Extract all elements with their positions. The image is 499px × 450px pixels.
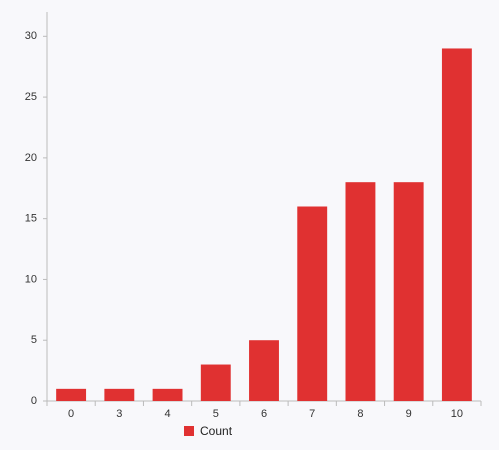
- y-tick-label: 25: [25, 91, 37, 103]
- legend-label: Count: [200, 424, 233, 438]
- x-tick-label: 9: [406, 408, 412, 420]
- bar: [104, 388, 135, 401]
- x-tick-label: 3: [116, 408, 122, 420]
- bar: [56, 388, 87, 401]
- y-tick-label: 20: [25, 152, 37, 164]
- y-tick-label: 30: [25, 30, 37, 42]
- x-tick-label: 5: [213, 408, 219, 420]
- bar: [441, 48, 472, 401]
- x-tick-label: 10: [451, 408, 463, 420]
- y-tick-label: 5: [31, 334, 37, 346]
- y-tick-label: 10: [25, 273, 37, 285]
- bar: [200, 364, 231, 401]
- bar: [393, 182, 424, 401]
- x-tick-label: 7: [309, 408, 315, 420]
- x-tick-label: 6: [261, 408, 267, 420]
- legend-swatch: [184, 426, 194, 436]
- x-tick-label: 8: [357, 408, 363, 420]
- bar: [345, 182, 376, 401]
- bar: [152, 388, 183, 401]
- y-tick-label: 15: [25, 213, 37, 225]
- x-tick-label: 0: [68, 408, 74, 420]
- y-tick-label: 0: [31, 395, 37, 407]
- bar: [249, 340, 279, 401]
- x-tick-label: 4: [164, 408, 170, 420]
- bar: [297, 206, 328, 401]
